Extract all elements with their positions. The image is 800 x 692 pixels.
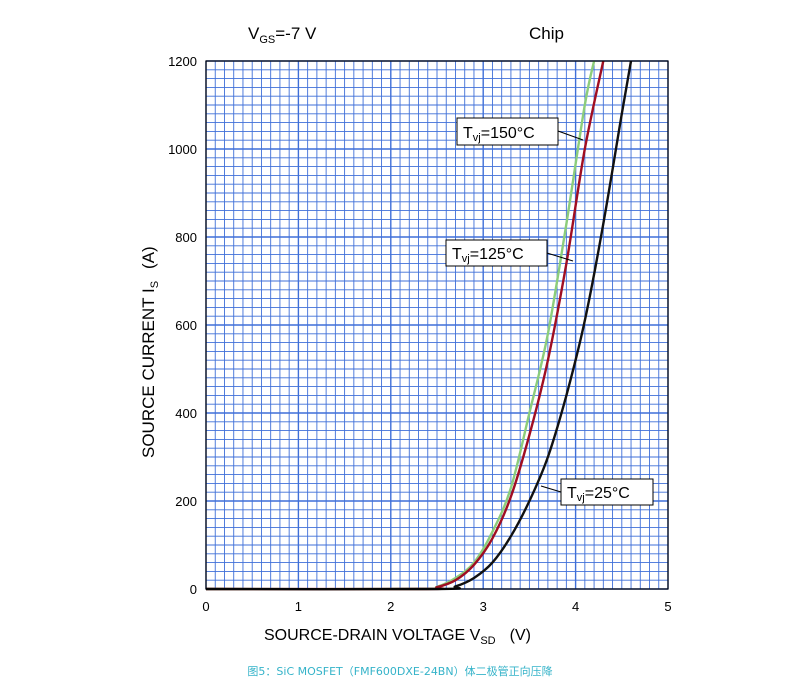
y-tick-label: 0: [190, 582, 197, 597]
y-tick-label: 1200: [168, 54, 197, 69]
panel-label: Chip: [529, 24, 564, 43]
y-tick-label: 600: [175, 318, 197, 333]
series-label-125-leader: [546, 252, 574, 262]
x-tick-label: 5: [664, 599, 671, 614]
y-tick-label: 400: [175, 406, 197, 421]
tick-labels: 0 1 2 3 4 5 0 200 400 600 800 1000 1200: [168, 54, 672, 614]
series-label-25-text: Tvj=25°C: [567, 485, 630, 504]
figure-caption: 图5：SiC MOSFET（FMF600DXE-24BN）体二极管正向压降: [247, 665, 553, 678]
plot-frame: [205, 60, 669, 590]
y-tick-label: 1000: [168, 142, 197, 157]
y-tick-label: 200: [175, 494, 197, 509]
x-tick-label: 2: [387, 599, 394, 614]
x-tick-label: 3: [480, 599, 487, 614]
series-label-125: Tvj=125°C: [445, 239, 574, 267]
series-label-25-leader: [540, 485, 562, 493]
series-label-150: Tvj=150°C: [456, 117, 584, 146]
condition-label: VGS=-7 V: [248, 24, 317, 46]
series-label-150-leader: [557, 130, 584, 141]
series-label-125-box: [445, 239, 548, 267]
y-axis-label: SOURCE CURRENT IS(A): [139, 246, 161, 458]
series-label-125-text: Tvj=125°C: [452, 246, 524, 265]
series-label-150-box: [456, 117, 559, 146]
series-label-25-box: [560, 478, 654, 506]
grid-lines: [205, 60, 669, 590]
x-tick-label: 1: [295, 599, 302, 614]
x-tick-label: 0: [202, 599, 209, 614]
series-label-150-text: Tvj=150°C: [463, 125, 535, 144]
series-label-25: Tvj=25°C: [540, 478, 654, 506]
y-tick-label: 800: [175, 230, 197, 245]
x-tick-label: 4: [572, 599, 579, 614]
x-axis-label: SOURCE-DRAIN VOLTAGE VSD (V): [264, 627, 531, 647]
